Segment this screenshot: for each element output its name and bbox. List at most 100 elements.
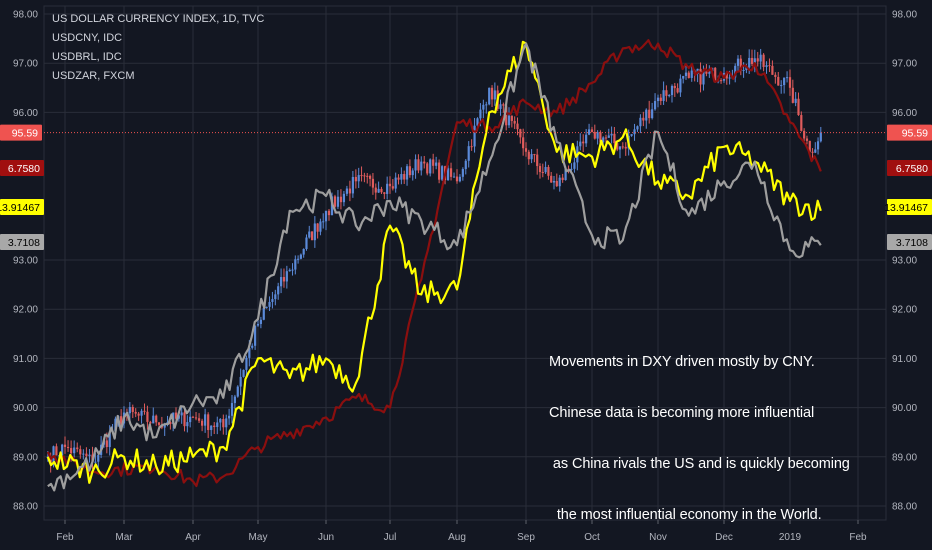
candle-body: [291, 269, 294, 271]
candle: [371, 173, 375, 195]
candle-body: [808, 140, 811, 152]
y-tick-label-right: 90.00: [892, 403, 917, 414]
x-tick-label: Nov: [649, 532, 667, 543]
candle-body: [558, 177, 561, 187]
candle: [210, 425, 213, 437]
candle: [222, 414, 225, 435]
candle: [783, 77, 786, 94]
candle-body: [49, 456, 52, 464]
candle: [417, 154, 420, 174]
candle: [587, 123, 591, 136]
candle-body: [446, 168, 450, 181]
candle-body: [76, 447, 79, 450]
candle-body: [673, 85, 676, 89]
x-tick-label: Sep: [517, 532, 535, 543]
candle-body: [734, 65, 737, 78]
candle-body: [783, 77, 786, 86]
y-tick-label-right: 93.00: [892, 256, 917, 267]
candle: [604, 134, 608, 144]
candle: [137, 411, 140, 421]
candle: [327, 208, 331, 221]
price-tag-right-usdzar: [887, 234, 932, 250]
candle-body: [108, 431, 111, 448]
legend-usdbrl[interactable]: USDBRL, IDC: [52, 51, 122, 63]
candle-body: [236, 386, 239, 397]
candle: [473, 117, 476, 153]
x-tick-label: Apr: [185, 532, 201, 543]
candle-body: [604, 137, 608, 139]
candle-body: [473, 125, 476, 147]
candle: [88, 449, 91, 463]
candle-body: [363, 175, 366, 177]
candle-body: [573, 162, 576, 169]
candle-body: [322, 221, 325, 223]
candle-body: [265, 306, 268, 308]
legend-usdcny[interactable]: USDCNY, IDC: [52, 32, 123, 44]
candle-body: [52, 446, 55, 464]
candle-body: [816, 141, 820, 150]
legend-dxy[interactable]: US DOLLAR CURRENCY INDEX, 1D, TVC: [52, 13, 265, 25]
candle: [708, 65, 711, 78]
candle-body: [386, 183, 389, 194]
candle: [204, 408, 207, 433]
candle-body: [403, 174, 406, 180]
price-tag-left-dxy: [0, 124, 42, 141]
candle-body: [719, 80, 723, 82]
price-tag-left-label: 95.59: [12, 128, 38, 140]
candle-body: [665, 90, 668, 96]
candle: [805, 135, 809, 145]
candle: [363, 172, 366, 183]
candle: [242, 369, 245, 378]
candle: [368, 174, 372, 187]
candle-body: [530, 154, 533, 160]
candle-body: [648, 109, 651, 119]
candle-body: [510, 115, 513, 121]
candle: [519, 128, 522, 144]
candle-body: [493, 90, 496, 100]
candle-body: [485, 104, 488, 106]
candle: [618, 146, 622, 159]
candle: [513, 116, 516, 130]
candle: [180, 406, 183, 424]
candle: [791, 79, 794, 104]
price-tag-left-label: 6.7580: [8, 163, 40, 175]
candle: [630, 134, 633, 137]
candle-body: [201, 420, 204, 426]
candle-body: [630, 134, 633, 136]
candle-body: [765, 65, 768, 67]
legend-usdzar[interactable]: USDZAR, FXCM: [52, 70, 135, 82]
candle: [339, 189, 343, 210]
candle: [394, 172, 397, 193]
y-tick-label-right: 88.00: [892, 502, 917, 513]
candle: [659, 93, 662, 106]
candle-body: [785, 77, 789, 79]
candle-body: [324, 210, 328, 222]
candle-body: [248, 347, 251, 358]
candle: [780, 80, 783, 94]
candle-body: [371, 178, 375, 188]
candle: [739, 55, 742, 76]
candle-body: [204, 414, 207, 426]
candle: [653, 93, 657, 111]
candle-body: [207, 414, 210, 431]
comparison-series: [44, 39, 886, 492]
candle: [461, 167, 464, 181]
candle: [490, 85, 494, 108]
candle-body: [561, 177, 564, 181]
candle-body: [582, 141, 585, 144]
candle: [719, 78, 723, 84]
candle-body: [245, 357, 248, 370]
candle: [391, 178, 394, 191]
candle-body: [319, 221, 322, 232]
candle: [259, 316, 262, 329]
candle: [342, 191, 346, 207]
candle-body: [590, 129, 594, 133]
candle: [819, 126, 822, 143]
candle: [579, 133, 582, 151]
candle-body: [277, 286, 280, 295]
price-tag-left-label: 13.91467: [0, 202, 40, 214]
candle: [794, 92, 797, 107]
